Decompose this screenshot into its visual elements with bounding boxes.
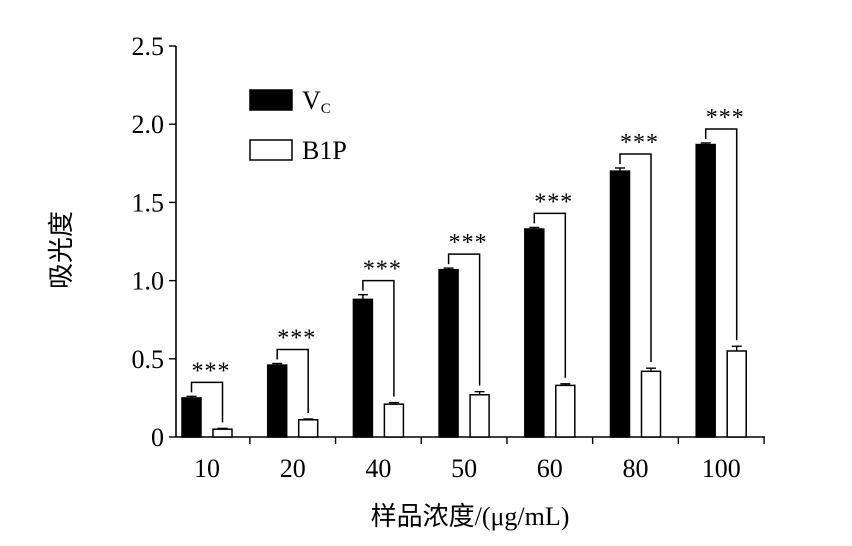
bar-b1p (297, 419, 319, 438)
bar-vc (438, 268, 459, 438)
significance-bracket (276, 348, 309, 414)
significance-bracket (533, 212, 567, 378)
y-tick-label: 1.0 (132, 267, 165, 296)
bar-b1p (383, 403, 405, 438)
legend-label-vc: VC (302, 86, 331, 117)
y-axis-title: 吸光度 (47, 211, 76, 289)
legend-label-vc-main: V (302, 86, 321, 115)
significance-label: *** (706, 105, 745, 131)
x-tick-label: 40 (365, 454, 391, 483)
legend-swatch-b1p (249, 139, 293, 161)
x-tick-label: 20 (280, 454, 306, 483)
significance-bracket (447, 253, 481, 386)
bar-vc (352, 298, 374, 438)
significance-bracket (362, 279, 395, 397)
y-tick-label: 0 (151, 423, 164, 452)
bar-vc (266, 364, 288, 438)
legend: VC B1P (249, 86, 347, 165)
x-tick-label: 80 (623, 454, 649, 483)
significance-label: *** (620, 130, 659, 156)
bar-vc (609, 170, 631, 438)
significance-label: *** (363, 257, 402, 283)
bar-b1p (555, 384, 576, 438)
x-tick-label: 60 (537, 454, 563, 483)
significance-label: *** (192, 358, 231, 384)
significance-label: *** (277, 325, 316, 351)
axes: 0 0.5 1.0 1.5 2.0 2.5 10 20 40 50 60 80 100 (132, 32, 765, 483)
bar-vc (524, 228, 545, 438)
x-tick-label: 10 (194, 454, 220, 483)
significance-label: *** (534, 189, 573, 215)
x-tick-label: 50 (451, 454, 477, 483)
y-tick-label: 0.5 (132, 345, 165, 374)
legend-label-b1p: B1P (302, 136, 347, 165)
legend-label-vc-sub: C (321, 101, 331, 117)
y-tick-label: 1.5 (132, 188, 165, 217)
bar-b1p (212, 428, 233, 438)
x-tick-label: 100 (702, 454, 741, 483)
significance-bracket (190, 381, 224, 423)
significance-label: *** (449, 230, 488, 256)
y-tick-label: 2.0 (132, 110, 165, 139)
significance-bracket (619, 153, 652, 363)
significance-bracket (704, 128, 738, 341)
bar-b1p (726, 350, 747, 438)
bar-b1p (640, 370, 662, 438)
bar-vc (695, 143, 716, 438)
bar-vc (181, 397, 202, 438)
x-axis-title: 样品浓度/(μg/mL) (371, 502, 570, 531)
y-tick-label: 2.5 (132, 32, 165, 61)
legend-swatch-vc (249, 89, 293, 111)
bars (181, 142, 747, 438)
bar-b1p (469, 394, 490, 438)
significance-brackets: *** *** *** *** *** *** *** (190, 105, 745, 423)
